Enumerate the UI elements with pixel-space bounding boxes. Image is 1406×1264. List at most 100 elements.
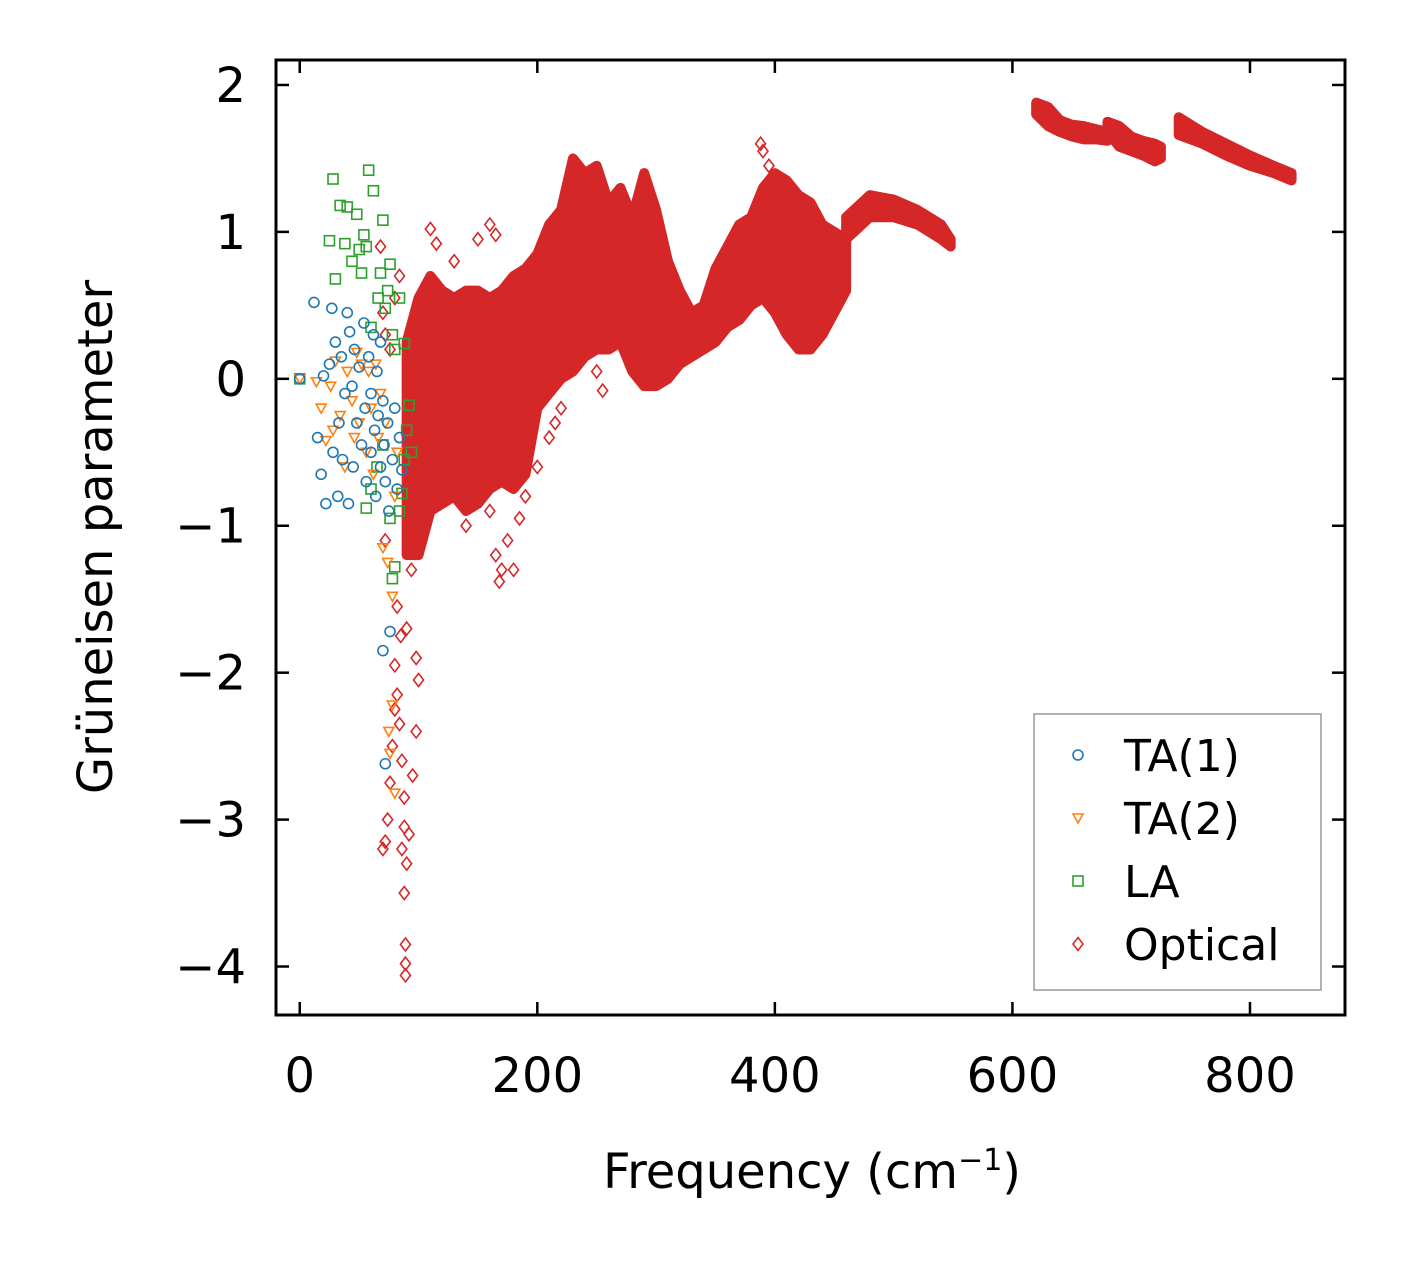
optical-point (501, 532, 514, 549)
la-point (388, 343, 401, 356)
ta1-point (396, 464, 408, 476)
ta2-point (319, 435, 333, 448)
optical-point (405, 562, 418, 578)
ta1-point (374, 461, 387, 473)
ta1-point (353, 361, 365, 373)
ta2-point (350, 347, 364, 360)
la-point (367, 184, 380, 197)
ta1-point (339, 387, 351, 400)
ta1-point (368, 424, 381, 437)
optical-point (379, 532, 392, 549)
optical-point (543, 429, 556, 446)
ta2-point (326, 425, 340, 437)
ta1-point (320, 497, 332, 510)
ta1-point (329, 336, 342, 348)
la-point (381, 284, 394, 297)
optical-point (391, 598, 404, 615)
ta2-point (345, 396, 359, 408)
ta1-point (333, 417, 345, 429)
ta2-point (348, 432, 361, 445)
optical-point (391, 686, 404, 703)
legend-label-ta2: TA(2) (1123, 794, 1240, 845)
optical-point (388, 657, 401, 674)
la-point (372, 292, 384, 304)
y-tick-label: 0 (215, 352, 246, 408)
optical-point (374, 238, 387, 255)
optical-point (379, 833, 392, 850)
optical-point (596, 382, 609, 399)
optical-point (471, 231, 484, 248)
y-tick-label: −1 (175, 499, 246, 555)
y-axis-label: Grüneisen parameter (68, 280, 124, 795)
ta1-point (365, 446, 377, 459)
ta1-point (360, 475, 373, 488)
ta2-point (362, 366, 376, 379)
optical-point (386, 738, 399, 754)
la-point (365, 483, 377, 495)
x-tick-label: 600 (967, 1048, 1059, 1104)
x-tick-label: 400 (729, 1048, 821, 1104)
la-point (384, 258, 396, 271)
optical-point (531, 459, 544, 475)
ta1-point (341, 306, 354, 319)
optical-point (381, 811, 394, 828)
la-point (400, 424, 413, 437)
ta1-point (379, 475, 392, 488)
optical-point (448, 253, 461, 270)
ta1-point (371, 365, 383, 378)
la-point (323, 234, 336, 247)
optical-point (483, 503, 496, 519)
y-tick-label: 2 (215, 58, 246, 114)
ta2-point (374, 388, 387, 401)
ta2-point (388, 788, 402, 800)
la-point (398, 337, 411, 350)
x-tick-label: 800 (1204, 1048, 1296, 1104)
optical-point (756, 143, 769, 159)
optical-point (460, 517, 473, 534)
ta1-point (391, 483, 403, 495)
la-point (379, 302, 392, 315)
optical-point (399, 967, 412, 984)
ta2-point (369, 359, 383, 371)
axis-ticks (276, 60, 1345, 1015)
ta2-point (338, 462, 352, 474)
ta1-point (311, 431, 324, 444)
ta1-point (342, 497, 355, 510)
optical-point (400, 620, 413, 637)
ta1-point (384, 625, 396, 638)
la-point (362, 164, 375, 176)
data-marks (293, 97, 1297, 984)
la-point (355, 267, 368, 279)
ta1-point (379, 757, 392, 770)
optical-dense-region (401, 153, 852, 561)
optical-point (590, 363, 603, 380)
plot-frame (274, 58, 1347, 1017)
optical-point (393, 268, 406, 284)
la-point (386, 328, 399, 341)
optical-point (489, 227, 502, 243)
ta2-point (388, 491, 402, 504)
la-point (360, 240, 373, 253)
ta2-point (314, 403, 328, 415)
legend-marker-optical (1071, 936, 1085, 952)
optical-point (412, 672, 425, 688)
ta1-point (350, 417, 363, 429)
ta1-point (308, 296, 320, 309)
ta2-point (367, 469, 380, 481)
legend-label-la: LA (1124, 857, 1180, 908)
la-point (405, 446, 418, 459)
optical-point (398, 789, 411, 806)
la-point (353, 243, 365, 256)
x-axis-label: Frequency (cm−1) (603, 1143, 1021, 1200)
ta2-point (310, 376, 323, 389)
optical-point (495, 562, 508, 578)
optical-point (489, 547, 502, 563)
y-tick-label: −2 (175, 646, 246, 702)
optical-point (762, 157, 775, 174)
optical-point (395, 753, 408, 769)
ta2-point (382, 726, 396, 739)
optical-point (393, 716, 406, 732)
optical-band-2 (1031, 97, 1113, 146)
ta1-point (336, 453, 349, 466)
